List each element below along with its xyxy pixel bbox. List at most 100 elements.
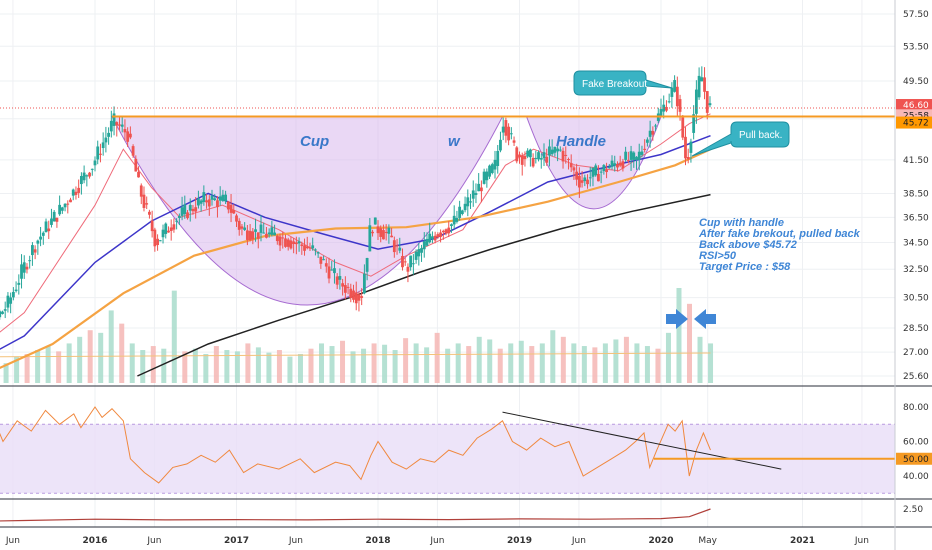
ma-line: [0, 113, 711, 333]
candle-body: [686, 156, 690, 160]
candle-body: [66, 203, 70, 205]
candle-body: [44, 221, 48, 233]
volume-bar: [476, 336, 482, 383]
time-tick-label: Jun: [429, 536, 444, 546]
pull-back-text: Pull back.: [739, 130, 782, 141]
annotations: Cup w Handle Fake Breakout Pull back. Cu…: [300, 70, 861, 329]
candle-body: [520, 155, 524, 165]
volume-bar: [518, 340, 524, 383]
volume-bar: [56, 351, 62, 383]
price-pane[interactable]: [0, 66, 895, 383]
level-lines: [0, 107, 895, 118]
candle-body: [145, 203, 149, 205]
candle-body: [371, 231, 374, 234]
rsi-line: [0, 406, 711, 484]
volume-bar: [424, 347, 430, 383]
candle-body: [670, 87, 674, 97]
candle-body: [341, 283, 345, 287]
volume-bar: [413, 343, 419, 383]
candle-body: [11, 291, 15, 298]
rsi-lines: [0, 406, 895, 494]
candle-body: [338, 276, 342, 280]
volume-bar: [255, 347, 261, 383]
candle-body: [474, 193, 478, 195]
candle-body: [259, 224, 263, 233]
candle-body: [681, 117, 685, 138]
bottom-indicator-pane[interactable]: 2.50: [0, 505, 923, 522]
candle-body: [515, 147, 519, 162]
volume-bar: [434, 332, 440, 383]
candle-body: [177, 216, 181, 218]
candle-body: [142, 194, 146, 208]
candle-body: [153, 229, 157, 247]
candle-body: [428, 233, 432, 243]
candle-body: [558, 149, 562, 151]
candle-body: [466, 197, 470, 207]
volume-bar: [466, 346, 472, 383]
candle-body: [490, 164, 494, 174]
rsi-scale[interactable]: 80.00 60.00 40.00 50.00: [896, 403, 932, 482]
candle-body: [654, 125, 657, 127]
volume-bar: [392, 350, 398, 383]
price-tag-label: 25:58: [903, 111, 929, 121]
volume-bar: [308, 348, 314, 383]
volume-bar: [14, 356, 20, 383]
candle-body: [572, 167, 576, 171]
time-tick-label: 2019: [507, 536, 532, 546]
candle-body: [667, 101, 671, 103]
candle-body: [284, 238, 287, 247]
candle-body: [82, 172, 86, 181]
rsi-level-tag-label: 50.00: [903, 455, 929, 465]
candle-body: [128, 133, 132, 138]
price-tag-label: 46.60: [903, 101, 929, 111]
volume-bar: [686, 303, 692, 383]
time-tick-label: 2017: [224, 536, 249, 546]
candle-body: [392, 240, 396, 253]
candle-body: [577, 175, 581, 188]
rsi-pane[interactable]: [0, 406, 895, 494]
candle-body: [107, 132, 111, 137]
candle-body: [126, 131, 130, 142]
candle-body: [90, 168, 94, 170]
candle-body: [528, 149, 532, 158]
candle-body: [705, 91, 709, 113]
price-tick-label: 38.50: [903, 189, 929, 199]
volume-bar: [266, 352, 272, 383]
volume-bar: [234, 351, 240, 383]
rsi-tick-label: 80.00: [903, 403, 929, 413]
volume-bar: [560, 336, 566, 383]
price-tick-label: 57.50: [903, 10, 929, 20]
candle-body: [420, 248, 423, 253]
candle-body: [314, 249, 317, 251]
candle-body: [88, 172, 91, 177]
candle-body: [47, 228, 51, 232]
candle-body: [273, 232, 276, 236]
candle-body: [316, 252, 320, 254]
time-tick-label: Jun: [5, 536, 20, 546]
candle-body: [488, 165, 491, 177]
candle-body: [417, 249, 421, 257]
candle-body: [210, 195, 214, 200]
candle-body: [118, 124, 121, 126]
candle-body: [362, 273, 366, 294]
candle-body: [69, 199, 72, 203]
candle-body: [694, 89, 698, 114]
candle-body: [382, 230, 385, 240]
pull-back-callout[interactable]: Pull back.: [691, 121, 790, 157]
volume-bar: [371, 343, 377, 383]
candle-body: [591, 167, 595, 177]
candle-body: [74, 191, 78, 195]
candle-body: [169, 227, 173, 232]
candle-body: [186, 212, 189, 219]
rsi-tick-label: 40.00: [903, 472, 929, 482]
candle-body: [537, 152, 540, 160]
candle-body: [60, 207, 64, 211]
candle-body: [599, 171, 603, 173]
volume-bar: [45, 346, 51, 383]
time-scale[interactable]: Jun 2016 Jun 2017 Jun 2018 Jun 2019 Jun 2020 May 20…: [5, 536, 869, 546]
volume-bar: [224, 350, 230, 383]
candle-body: [167, 230, 170, 233]
fake-breakout-callout[interactable]: Fake Breakout: [573, 70, 673, 96]
